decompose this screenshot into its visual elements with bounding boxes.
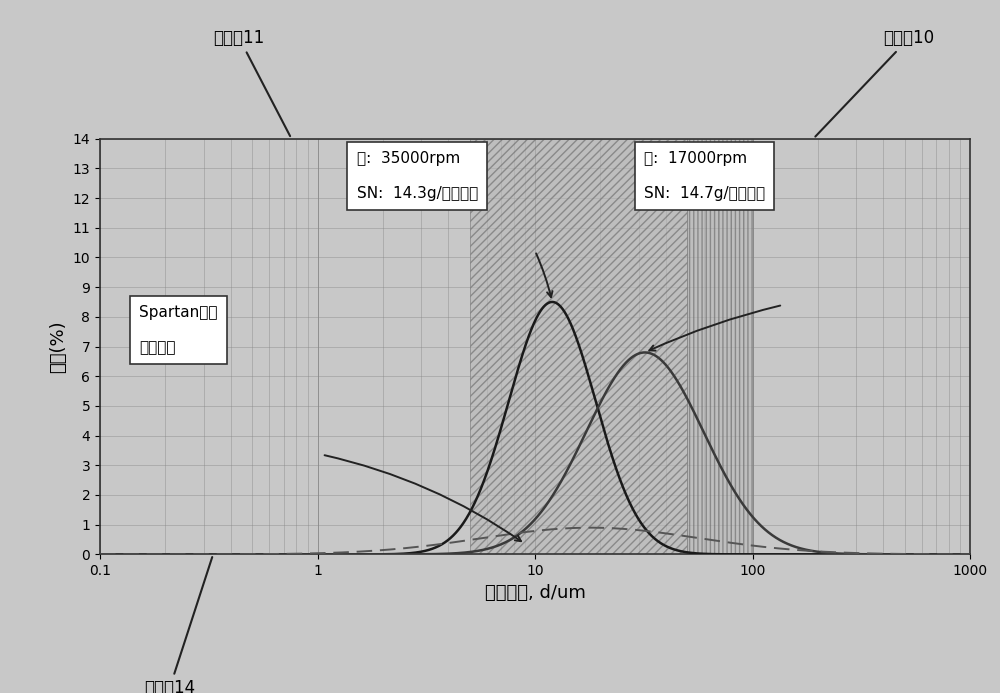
Text: 实施例11: 实施例11 — [214, 29, 290, 136]
Text: 盘:  35000rpm

SN:  14.3g/立方英寸: 盘: 35000rpm SN: 14.3g/立方英寸 — [357, 151, 478, 201]
Text: 实施例10: 实施例10 — [815, 29, 935, 137]
Bar — [470, 139, 687, 554]
Text: 盘:  17000rpm

SN:  14.7g/立方英寸: 盘: 17000rpm SN: 14.7g/立方英寸 — [644, 151, 765, 201]
Text: Spartan样品

用于比较: Spartan样品 用于比较 — [139, 305, 218, 355]
Bar — [687, 139, 753, 554]
X-axis label: 颗粒直径, d/um: 颗粒直径, d/um — [485, 584, 585, 602]
Text: 实施例14: 实施例14 — [144, 557, 212, 693]
Y-axis label: 频率(%): 频率(%) — [49, 320, 67, 373]
